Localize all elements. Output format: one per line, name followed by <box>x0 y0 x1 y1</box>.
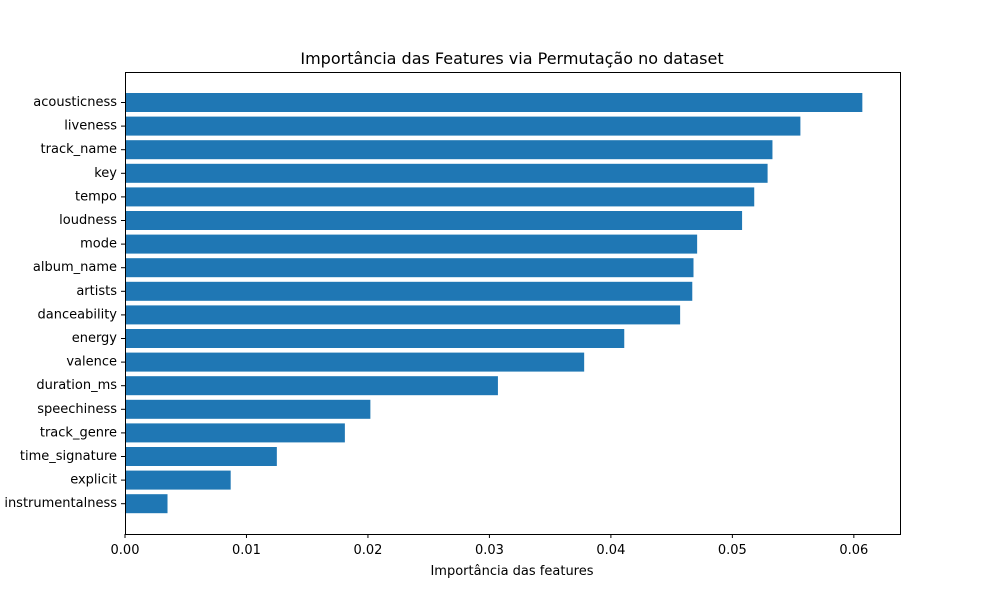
bar-acousticness <box>125 93 863 112</box>
y-tick-label: key <box>94 166 117 181</box>
x-tick-label: 0.05 <box>718 543 747 558</box>
x-tick-label: 0.02 <box>353 543 382 558</box>
bar-instrumentalness <box>125 494 168 514</box>
bar-album_name <box>125 258 694 278</box>
plot-frame <box>125 72 901 535</box>
bar-time_signature <box>125 447 277 466</box>
y-tick-label: loudness <box>59 213 117 228</box>
chart-title: Importância das Features via Permutação … <box>300 49 723 68</box>
bar-explicit <box>125 470 231 490</box>
bar-danceability <box>125 305 681 325</box>
y-tick-label: speechiness <box>37 402 117 417</box>
y-tick-label: album_name <box>33 260 117 275</box>
bar-track_genre <box>125 423 345 443</box>
x-tick-label: 0.00 <box>111 543 140 558</box>
y-tick-label: valence <box>66 355 117 370</box>
x-tick-label: 0.01 <box>232 543 261 558</box>
bar-loudness <box>125 211 743 230</box>
y-tick-label: instrumentalness <box>4 496 117 511</box>
x-tick-label: 0.04 <box>596 543 625 558</box>
y-tick-label: mode <box>80 237 117 252</box>
y-tick-label: artists <box>76 284 117 299</box>
bar-duration_ms <box>125 376 498 396</box>
bars-group <box>125 93 863 514</box>
x-axis: 0.00 0.01 0.02 0.03 0.04 0.05 0.06 <box>111 534 868 558</box>
x-axis-label: Importância das features <box>430 564 593 579</box>
x-tick-label: 0.03 <box>475 543 504 558</box>
y-tick-label: danceability <box>38 307 118 322</box>
bar-liveness <box>125 116 801 136</box>
y-tick-label: explicit <box>70 473 117 488</box>
bar-tempo <box>125 187 755 207</box>
bar-track_name <box>125 140 773 160</box>
x-tick-label: 0.06 <box>839 543 868 558</box>
bar-mode <box>125 234 698 254</box>
y-tick-label: time_signature <box>20 449 117 464</box>
bar-artists <box>125 281 693 301</box>
y-tick-label: energy <box>72 331 118 346</box>
y-tick-label: duration_ms <box>36 378 117 393</box>
bar-speechiness <box>125 399 371 419</box>
bar-key <box>125 163 768 183</box>
y-tick-label: tempo <box>75 189 117 204</box>
y-tick-label: track_name <box>41 142 117 157</box>
y-tick-label: liveness <box>64 119 117 134</box>
bar-valence <box>125 352 585 372</box>
bar-energy <box>125 329 625 348</box>
y-tick-label: track_genre <box>40 425 117 440</box>
y-tick-label: acousticness <box>33 95 117 110</box>
